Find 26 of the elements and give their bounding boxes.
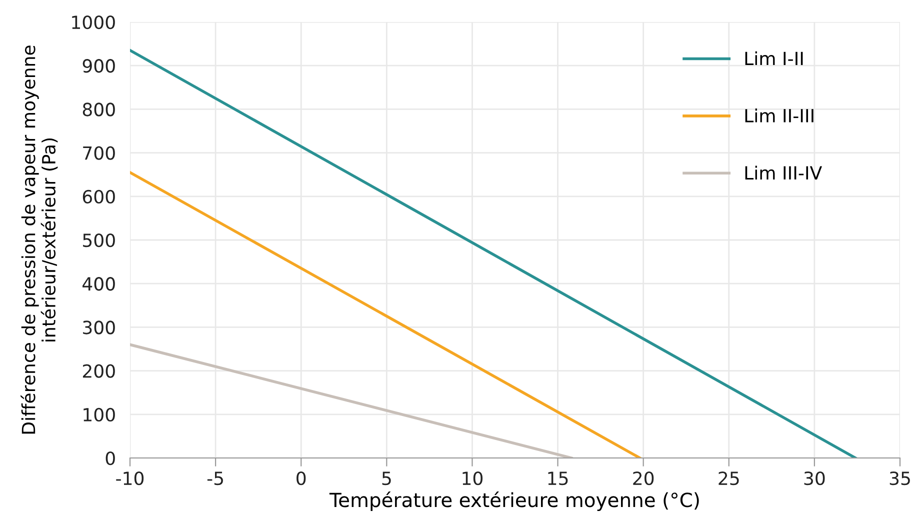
x-tick-label: 0 xyxy=(296,472,306,486)
x-tick-label: -10 xyxy=(116,472,144,486)
y-tick-label: 100 xyxy=(84,408,115,422)
y-tick-label: 1000 xyxy=(72,15,115,30)
x-tick-label: 5 xyxy=(382,472,391,486)
x-tick-label: 15 xyxy=(548,472,568,486)
y-tick-label: 800 xyxy=(82,102,115,116)
y-tick-label: 400 xyxy=(82,277,115,291)
x-tick-label: 20 xyxy=(633,472,654,486)
x-axis-title: Température extérieure moyenne (°C) xyxy=(329,491,699,512)
legend-label: Lim I-II xyxy=(745,51,803,66)
x-tick-label: 35 xyxy=(890,472,910,486)
y-tick-label: 300 xyxy=(83,320,115,334)
x-tick-label: 30 xyxy=(804,472,825,486)
y-axis-title: Différence de pression de vapeur moyenne intérieur/extérieur (Pa) xyxy=(20,46,58,434)
x-tick-label: 10 xyxy=(462,472,483,486)
legend-label: Lim III-IV xyxy=(745,166,822,180)
y-tick-label: 0 xyxy=(106,451,115,466)
y-tick-label: 600 xyxy=(82,190,115,204)
y-tick-label: 900 xyxy=(82,59,115,73)
legend-label: Lim II-III xyxy=(745,108,814,122)
x-tick-label: 25 xyxy=(718,472,739,486)
y-tick-label: 700 xyxy=(83,146,115,160)
y-tick-label: 500 xyxy=(83,233,115,248)
x-tick-label: -5 xyxy=(207,472,223,486)
y-tick-label: 200 xyxy=(82,364,115,378)
